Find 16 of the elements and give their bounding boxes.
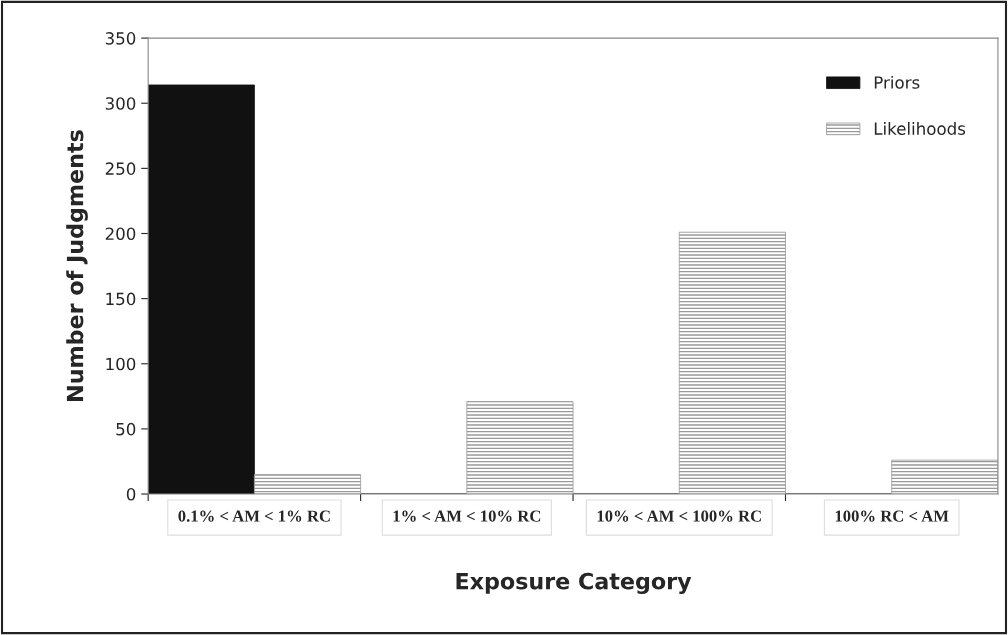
legend-label: Likelihoods [874,122,966,135]
y-tick-label: 0 [126,487,136,501]
y-tick-label: 350 [105,32,136,45]
legend-label: Priors [874,75,920,89]
y-tick-label: 300 [105,97,136,110]
y-tick-label: 200 [105,227,136,241]
x-tick-label: 100% RC < AM [835,510,949,522]
y-tick-label: 250 [105,162,136,175]
x-tick-label: 0.1% < AM < 1% RC [178,510,330,522]
y-tick-label: 100 [106,357,136,371]
y-tick-label: 50 [116,422,136,436]
x-axis-title: Exposure Category [456,572,692,595]
y-tick-label: 150 [106,292,136,306]
y-axis-title: Number of Judgments [66,130,88,401]
x-tick-label: 10% < AM < 100% RC [597,510,761,522]
x-tick-label: 1% < AM < 10% RC [393,510,541,522]
